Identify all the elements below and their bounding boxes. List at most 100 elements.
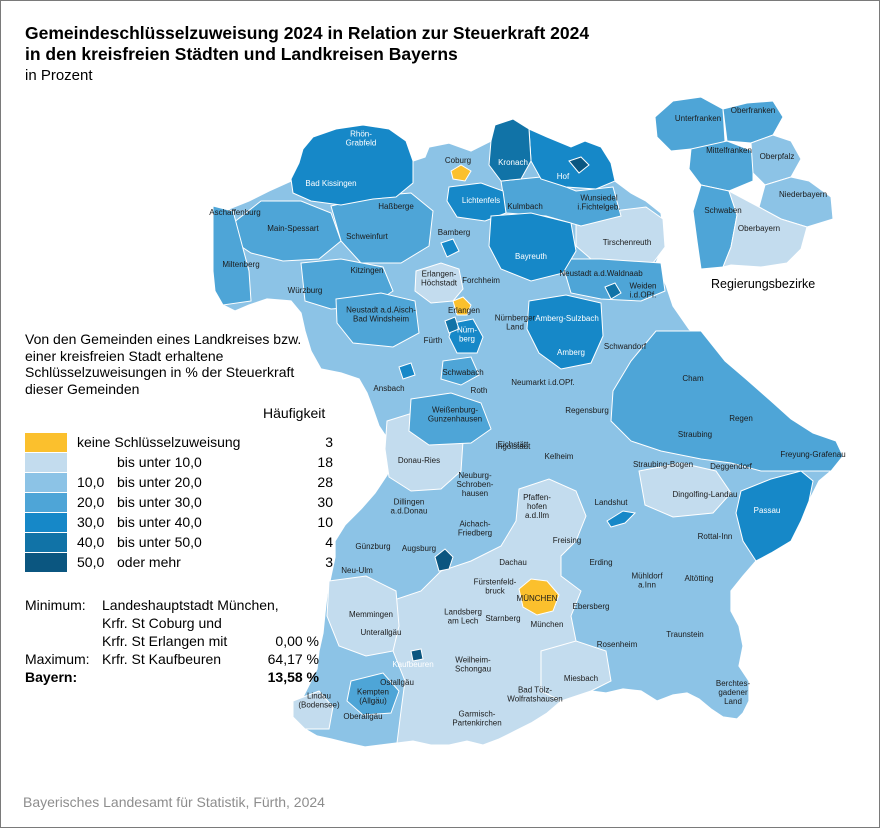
region-label: Straubing [678,430,712,439]
inset-region-label: Oberfranken [731,106,775,115]
region-label: Passau [754,506,781,515]
region-label: Erlangen [448,306,480,315]
region-memmingen-unterallgaeu [326,575,400,657]
region-label: Neuburg-Schroben-hausen [457,471,494,498]
region-label: Kempten (Allgäu) [357,688,389,706]
inset-map-labels: Unterfranken Oberfranken Mittelfranken Ober… [675,106,827,233]
main-map-labels: Rhön-Grabfeld Bad Kissingen Coburg Kronach H… [209,130,845,728]
stat-bayern: Bayern: 13,58 % [25,669,325,687]
region-label: Kronach [498,158,528,167]
region-label: Garmisch-Partenkirchen [452,710,501,728]
city-weiden [604,282,622,300]
legend-label: bis unter 20,0 [117,474,202,490]
legend-count: 28 [317,474,333,490]
region-label: Miesbach [564,674,598,683]
region-cham-east [610,330,844,472]
legend-count: 4 [325,534,333,550]
region-label: Nürnberger Land [495,314,536,332]
region-label: Fürth [424,336,443,345]
inset-region-label: Mittelfranken [706,146,752,155]
region-label: Oberallgäu [343,712,382,721]
stat-minimum-cont-1: Krfr. St Coburg und [25,615,325,633]
region-weissenburg [408,392,492,446]
region-label: Regen [729,414,753,423]
region-bayreuth [488,212,577,282]
city-muenchen [518,578,560,616]
inset-region-label: Oberpfalz [760,152,795,161]
legend-count: 3 [325,434,333,450]
region-label: Roth [471,386,488,395]
legend-label: bis unter 10,0 [117,454,202,470]
region-label: Augsburg [402,544,436,553]
stat-maximum-label: Maximum: [25,651,90,667]
stat-minimum-line-2: Krfr. St Coburg und [102,615,222,631]
region-label: Haßberge [378,202,414,211]
region-label: Bad Tölz-Wolfratshausen [507,686,562,704]
stat-minimum-cont-2: Krfr. St Erlangen mit 0,00 % [25,633,325,651]
legend-swatch [25,433,67,452]
region-label: Weiden i.d.OPf. [630,282,657,300]
region-hof [528,128,616,190]
inset-mittelfranken [688,140,754,192]
legend-class-3: 20,0 bis unter 30,0 30 [25,493,333,512]
legend-from: 10,0 [77,474,105,490]
region-amberg-sulzbach [526,294,604,370]
region-label: Würzburg [288,286,323,295]
stat-minimum-label: Minimum: [25,597,86,613]
legend-count: 18 [317,454,333,470]
legend-from: 50,0 [77,554,105,570]
region-label: Schwandorf [604,342,647,351]
region-label: Cham [682,374,704,383]
legend-label: keine Schlüsselzuweisung [77,434,241,450]
region-label: Weilheim-Schongau [455,656,491,674]
stat-bayern-value: 13,58 % [267,669,319,685]
region-label: Tirschenreuth [603,238,652,247]
inset-oberfranken [722,100,784,144]
stat-minimum-line-3: Krfr. St Erlangen mit [102,633,228,649]
inset-oberbayern [722,189,808,268]
region-label: Rottal-Inn [698,532,733,541]
region-label: Berchtes-gadener Land [716,679,751,706]
region-label: Wunsiedel i.Fichtelgeb. [577,194,620,212]
legend-class-4: 30,0 bis unter 40,0 10 [25,513,333,532]
region-rhoen-grabfeld-bad-kissingen [290,124,414,206]
region-label: Schweinfurt [346,232,389,241]
region-label: Altötting [685,574,714,583]
region-label: Aichach-Friedberg [458,520,492,538]
region-label: Amberg [557,348,585,357]
region-aschaffenburg-miltenberg [212,205,252,306]
region-label: Bad Kissingen [305,179,356,188]
region-schwabach [440,356,480,386]
legend-description: Von den Gemeinden eines Landkreises bzw.… [25,331,302,397]
inset-unterfranken [654,96,726,152]
region-label: Starnberg [485,614,520,623]
region-label: Kelheim [545,452,574,461]
region-label: Kaufbeuren [392,660,433,669]
region-label: Ostallgäu [380,678,414,687]
map-subtitle: in Prozent [25,67,93,84]
region-label: Lindau (Bodensee) [298,692,340,710]
stat-maximum-value: 64,17 % [267,651,319,667]
region-label: Erlangen-Höchstadt [421,270,458,288]
region-label: Donau-Ries [398,456,440,465]
region-label: Miltenberg [222,260,259,269]
source-note: Bayerisches Landesamt für Statistik, Für… [23,794,325,810]
main-map [212,118,844,748]
region-label: Ansbach [373,384,404,393]
region-label: Pfaffen-hofen a.d.Ilm [523,493,551,520]
region-label: Main-Spessart [267,224,319,233]
city-augsburg [434,548,454,572]
region-neustadt-aisch [335,292,420,348]
region-label: Bayreuth [515,252,547,261]
region-label: Landshut [595,498,629,507]
inset-map [654,96,834,270]
region-label: Hof [557,172,570,181]
region-label: Memmingen [349,610,393,619]
legend-count: 10 [317,514,333,530]
stat-maximum-name: Krfr. St Kaufbeuren [102,651,222,667]
region-passau [735,470,814,562]
legend-from: 30,0 [77,514,105,530]
region-label: Ebersberg [573,602,610,611]
legend-frequency-header: Häufigkeit [263,405,326,421]
